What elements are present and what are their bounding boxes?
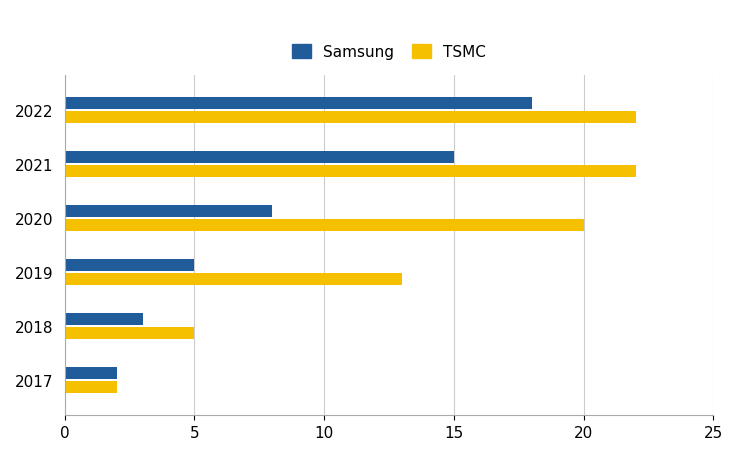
Bar	[65, 112, 635, 124]
Legend: Samsung, TSMC: Samsung, TSMC	[286, 39, 492, 66]
Bar	[65, 206, 272, 217]
Bar	[65, 328, 195, 339]
Bar	[65, 313, 142, 325]
Bar	[65, 166, 635, 177]
Bar	[65, 98, 532, 110]
Bar	[65, 381, 117, 393]
Bar	[65, 367, 117, 379]
Bar	[65, 220, 584, 232]
Bar	[65, 259, 195, 271]
Bar	[65, 273, 402, 285]
Bar	[65, 152, 454, 163]
